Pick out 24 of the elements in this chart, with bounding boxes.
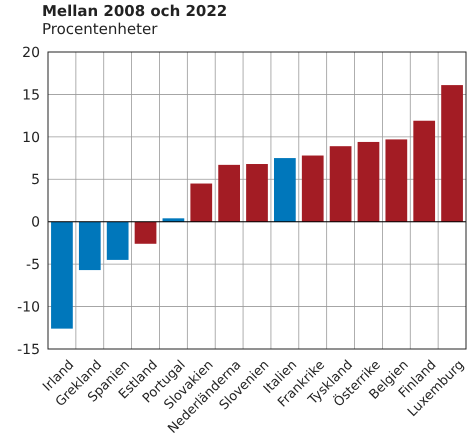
bar — [358, 142, 380, 222]
y-tick-label: 20 — [22, 44, 40, 61]
y-tick-label: 5 — [31, 172, 40, 188]
bar — [302, 156, 324, 222]
bar — [385, 139, 408, 222]
y-tick-label: -10 — [17, 299, 40, 316]
chart-subtitle: Procentenheter — [42, 20, 158, 38]
bar — [78, 222, 101, 270]
bar — [330, 146, 352, 222]
bar — [274, 158, 296, 222]
y-tick-label: -15 — [17, 342, 40, 358]
y-tick-label: 10 — [22, 130, 40, 146]
bar — [134, 222, 156, 244]
chart-title: Mellan 2008 och 2022 — [42, 2, 228, 20]
bar — [51, 222, 73, 329]
bar — [246, 164, 268, 222]
bar — [106, 222, 129, 260]
bar — [441, 85, 463, 222]
y-tick-label: -5 — [26, 257, 40, 274]
bar — [190, 184, 212, 222]
bar — [218, 164, 240, 222]
y-tick-label: 15 — [22, 87, 40, 104]
y-tick-label: 0 — [31, 214, 40, 231]
bar — [413, 120, 436, 222]
